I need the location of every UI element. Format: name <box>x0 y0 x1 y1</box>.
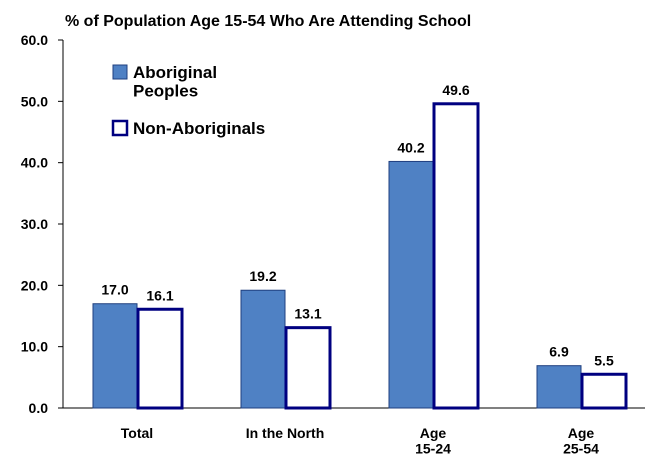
bar <box>388 160 434 409</box>
y-tick-label: 0.0 <box>29 400 49 416</box>
bar <box>580 372 628 410</box>
x-tick-label: Age 25-54 <box>563 425 599 456</box>
y-tick-label: 30.0 <box>21 216 48 232</box>
value-label: 16.1 <box>146 287 173 303</box>
y-tick-label: 60.0 <box>21 32 48 48</box>
bar <box>136 307 184 410</box>
bar <box>284 326 332 410</box>
value-label: 40.2 <box>397 139 424 155</box>
value-label: 5.5 <box>594 352 614 368</box>
value-label: 49.6 <box>442 82 469 98</box>
bar <box>432 102 480 410</box>
legend-label: Aboriginal Peoples <box>133 63 217 101</box>
y-tick-label: 50.0 <box>21 93 48 109</box>
value-label: 17.0 <box>101 282 128 298</box>
value-label: 19.2 <box>249 268 276 284</box>
x-tick-label: In the North <box>246 425 325 441</box>
y-tick-label: 20.0 <box>21 277 48 293</box>
x-tick-label: Total <box>121 425 153 441</box>
value-label: 6.9 <box>549 344 569 360</box>
bar <box>240 289 286 409</box>
value-label: 13.1 <box>294 306 321 322</box>
y-tick-label: 10.0 <box>21 339 48 355</box>
legend-label: Non-Aboriginals <box>133 119 265 138</box>
y-tick-label: 40.0 <box>21 155 48 171</box>
x-tick-label: Age 15-24 <box>415 425 451 456</box>
legend-swatch <box>111 119 129 137</box>
legend-swatch <box>112 64 128 80</box>
chart-title: % of Population Age 15-54 Who Are Attend… <box>65 13 471 30</box>
bar <box>536 365 582 409</box>
bar <box>92 303 138 409</box>
